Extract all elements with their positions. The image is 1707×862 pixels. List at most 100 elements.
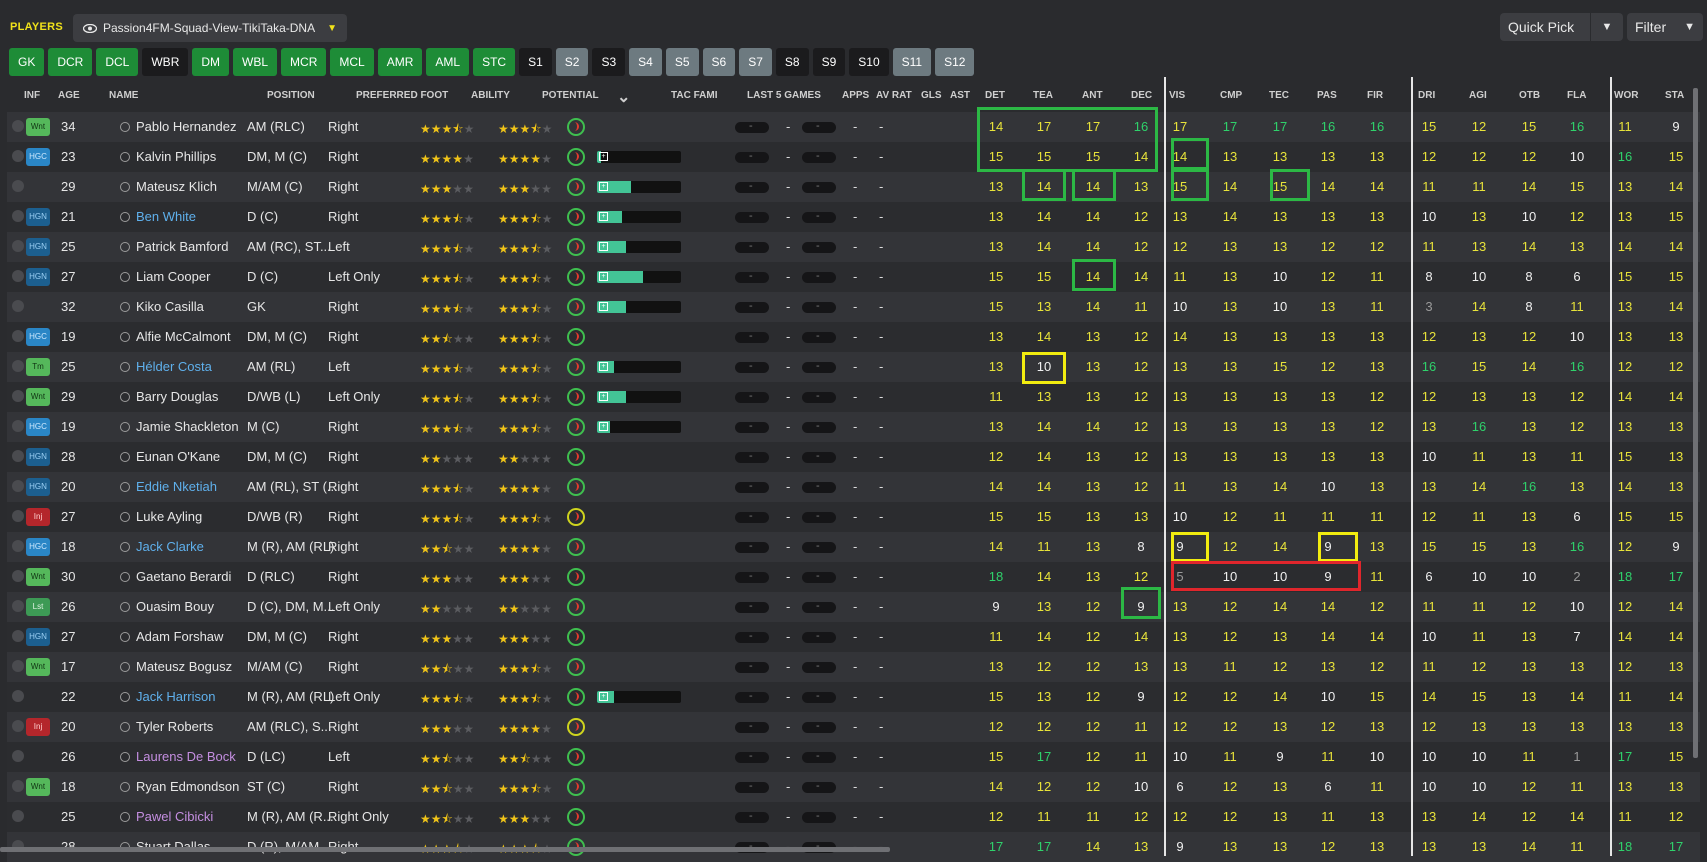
filter-chip[interactable]: GK [9,48,45,76]
column-header-tac[interactable]: TAC FAMI [671,90,718,101]
row-select-toggle[interactable] [12,630,24,642]
table-row[interactable]: HGN 25 Patrick Bamford AM (RC), ST... Left ★★… [7,232,1700,262]
player-name[interactable]: Barry Douglas [120,389,218,405]
filter-chip[interactable]: STC [473,48,516,76]
column-header-attr[interactable]: TEC [1269,90,1289,101]
row-select-toggle[interactable] [12,810,24,822]
player-name-text[interactable]: Alfie McCalmont [136,329,231,344]
table-row[interactable]: HGC 19 Jamie Shackleton M (C) Right ★★★⯪★ ★★★⯪… [7,412,1700,442]
column-header-attr[interactable]: OTB [1519,90,1541,101]
column-header-ability[interactable]: ABILITY [471,90,510,101]
table-row[interactable]: 22 Jack Harrison M (R), AM (RL) Left Only ★★… [7,682,1700,712]
player-name[interactable]: Jack Harrison [120,689,215,705]
row-select-toggle[interactable] [12,600,24,612]
column-header-potential[interactable]: POTENTIAL [542,90,599,101]
player-name[interactable]: Laurens De Bock [120,749,236,765]
player-name-text[interactable]: Patrick Bamford [136,239,229,254]
column-header-attr[interactable]: FIR [1367,90,1384,101]
table-row[interactable]: HGC 23 Kalvin Phillips DM, M (C) Right ★★★★★ ★… [7,142,1700,172]
player-name[interactable]: Jack Clarke [120,539,204,555]
filter-chip[interactable]: MCL [330,48,374,76]
table-row[interactable]: Tm 25 Hélder Costa AM (RL) Left ★★★⯪★ ★★★⯪★ + - -… [7,352,1700,382]
filter-chip[interactable]: S4 [629,48,662,76]
player-name-text[interactable]: Kiko Casilla [136,299,204,314]
player-name[interactable]: Kiko Casilla [120,299,204,315]
column-header-attr[interactable]: FLA [1567,90,1587,101]
horizontal-scrollbar[interactable] [0,847,890,852]
table-row[interactable]: Wnt 29 Barry Douglas D/WB (L) Left Only ★★★⯪★… [7,382,1700,412]
table-row[interactable]: Inj 20 Tyler Roberts AM (RLC), S... Right ★★★… [7,712,1700,742]
player-name-text[interactable]: Tyler Roberts [136,719,214,734]
view-selector[interactable]: Passion4FM-Squad-View-TikiTaka-DNA ▼ [73,14,347,42]
table-row[interactable]: HGC 19 Alfie McCalmont DM, M (C) Right ★★⯪★★ ★… [7,322,1700,352]
player-name[interactable]: Adam Forshaw [120,629,223,645]
row-select-toggle[interactable] [12,570,24,582]
player-name-text[interactable]: Mateusz Klich [136,179,217,194]
player-name-text[interactable]: Adam Forshaw [136,629,224,644]
row-select-toggle[interactable] [12,660,24,672]
column-header-attr[interactable]: DRI [1418,90,1436,101]
row-select-toggle[interactable] [12,420,24,432]
column-header-position[interactable]: POSITION [267,90,315,101]
column-header-attr[interactable]: DET [985,90,1005,101]
filter-chip[interactable]: S10 [849,48,889,76]
row-select-toggle[interactable] [12,270,24,282]
player-name-text[interactable]: Ryan Edmondson [136,779,240,794]
row-select-toggle[interactable] [12,750,24,762]
filter-chip[interactable]: DM [192,48,230,76]
row-select-toggle[interactable] [12,210,24,222]
row-select-toggle[interactable] [12,120,24,132]
player-name-text[interactable]: Eunan O'Kane [136,449,221,464]
player-name-text[interactable]: Gaetano Berardi [136,569,232,584]
player-name-text[interactable]: Pablo Hernandez [136,119,237,134]
filter-chip[interactable]: S5 [665,48,699,76]
player-name[interactable]: Eddie Nketiah [120,479,217,495]
row-select-toggle[interactable] [12,360,24,372]
chevron-down-icon[interactable]: ⌄ [617,89,631,106]
column-header-last5[interactable]: LAST 5 GAMES [747,90,821,101]
player-name-text[interactable]: Ben White [136,209,196,224]
filter-chip[interactable]: S12 [935,48,975,76]
player-name-text[interactable]: Mateusz Bogusz [136,659,233,674]
player-name-text[interactable]: Laurens De Bock [136,749,236,764]
row-select-toggle[interactable] [12,690,24,702]
column-header-attr[interactable]: VIS [1169,90,1186,101]
player-name[interactable]: Jamie Shackleton [120,419,239,435]
player-name[interactable]: Kalvin Phillips [120,149,216,165]
table-row[interactable]: Wnt 17 Mateusz Bogusz M/AM (C) Right ★★⯪★★ ★★★… [7,652,1700,682]
filter-chip[interactable]: S1 [519,48,552,76]
player-name[interactable]: Mateusz Bogusz [120,659,232,675]
filter-chip[interactable]: S3 [592,48,626,76]
player-name-text[interactable]: Ouasim Bouy [136,599,215,614]
player-name-text[interactable]: Kalvin Phillips [136,149,217,164]
filter-chip[interactable]: WBL [233,48,278,76]
player-name-text[interactable]: Jamie Shackleton [136,419,239,434]
player-name-text[interactable]: Jack Clarke [136,539,204,554]
player-name[interactable]: Alfie McCalmont [120,329,231,345]
player-name-text[interactable]: Jack Harrison [136,689,216,704]
column-header-ast[interactable]: AST [950,90,970,101]
column-header-foot[interactable]: PREFERRED FOOT [356,90,449,101]
table-row[interactable]: Inj 27 Luke Ayling D/WB (R) Right ★★★⯪★ ★★★⯪★ -… [7,502,1700,532]
table-row[interactable]: HGN 27 Liam Cooper D (C) Left Only ★★★⯪★ ★★★⯪★… [7,262,1700,292]
table-row[interactable]: Wnt 34 Pablo Hernandez AM (RLC) Right ★★★⯪★ ★★… [7,112,1700,142]
filter-chip[interactable]: S6 [702,48,736,76]
column-header-gls[interactable]: GLS [921,90,942,101]
column-header-attr[interactable]: AGI [1469,90,1487,101]
player-name[interactable]: Pawel Cibicki [120,809,213,825]
player-name[interactable]: Ben White [120,209,196,225]
column-header-attr[interactable]: PAS [1317,90,1337,101]
player-name[interactable]: Tyler Roberts [120,719,213,735]
column-header-avrat[interactable]: AV RAT [876,90,912,101]
player-name[interactable]: Patrick Bamford [120,239,228,255]
player-name[interactable]: Liam Cooper [120,269,210,285]
table-row[interactable]: HGC 18 Jack Clarke M (R), AM (RL) Right ★★⯪★★… [7,532,1700,562]
column-header-attr[interactable]: CMP [1220,90,1243,101]
table-row[interactable]: Wnt 18 Ryan Edmondson ST (C) Right ★★⯪★★ ★★★⯪★… [7,772,1700,802]
vertical-scrollbar[interactable] [1693,88,1698,758]
column-header-attr[interactable]: ANT [1082,90,1103,101]
row-select-toggle[interactable] [12,540,24,552]
row-select-toggle[interactable] [12,300,24,312]
row-select-toggle[interactable] [12,150,24,162]
player-name[interactable]: Hélder Costa [120,359,212,375]
